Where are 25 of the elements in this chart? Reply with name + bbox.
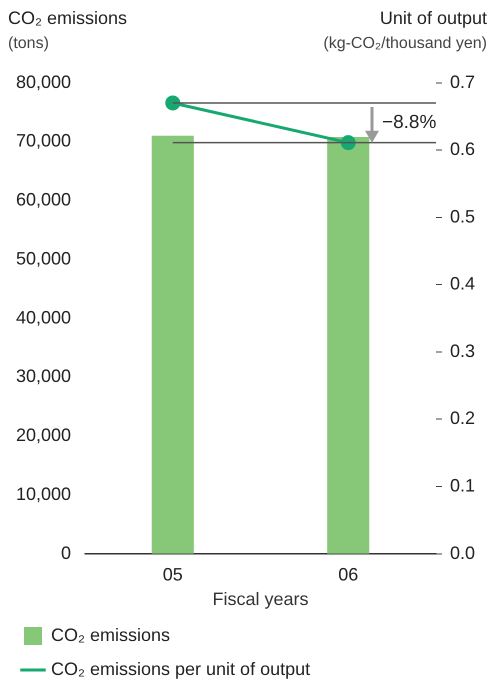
y2-tick-label: 0.5	[450, 206, 476, 226]
y2-tick-label: 0.2	[450, 408, 476, 428]
y2-tick-label: 0.7	[450, 72, 476, 92]
y-tick-label: 0	[61, 542, 72, 563]
legend-label: CO₂ emissions per unit of output	[51, 658, 310, 679]
y2-tick-label: 0.1	[450, 475, 476, 496]
x-tick-label: 05	[162, 564, 183, 585]
y-tick-label: 60,000	[16, 190, 72, 210]
legend-label: CO₂ emissions	[51, 624, 170, 645]
y-tick-label: 80,000	[16, 72, 72, 92]
annotation: −8.8%	[382, 112, 436, 134]
y2-tick-label: 0.3	[450, 340, 476, 361]
y-tick-label: 20,000	[16, 425, 72, 446]
y2-axis-title: Unit of output (kg-CO₂/thousand yen)	[323, 8, 487, 53]
y2-tick-label: 0.6	[450, 139, 476, 160]
x-tick-label: 06	[338, 564, 358, 585]
x-axis-title: Fiscal years	[212, 589, 309, 610]
y-tick-label: 40,000	[16, 307, 72, 328]
y2-tick-label: 0.0	[450, 542, 476, 563]
y-axis-title: CO₂ emissions (tons)	[8, 8, 128, 53]
y-tick-label: 50,000	[16, 248, 72, 268]
y-tick-label: 70,000	[16, 130, 72, 151]
y-tick-label: 30,000	[16, 366, 72, 386]
y-tick-label: 10,000	[16, 484, 72, 504]
y2-tick-label: 0.4	[450, 274, 476, 294]
